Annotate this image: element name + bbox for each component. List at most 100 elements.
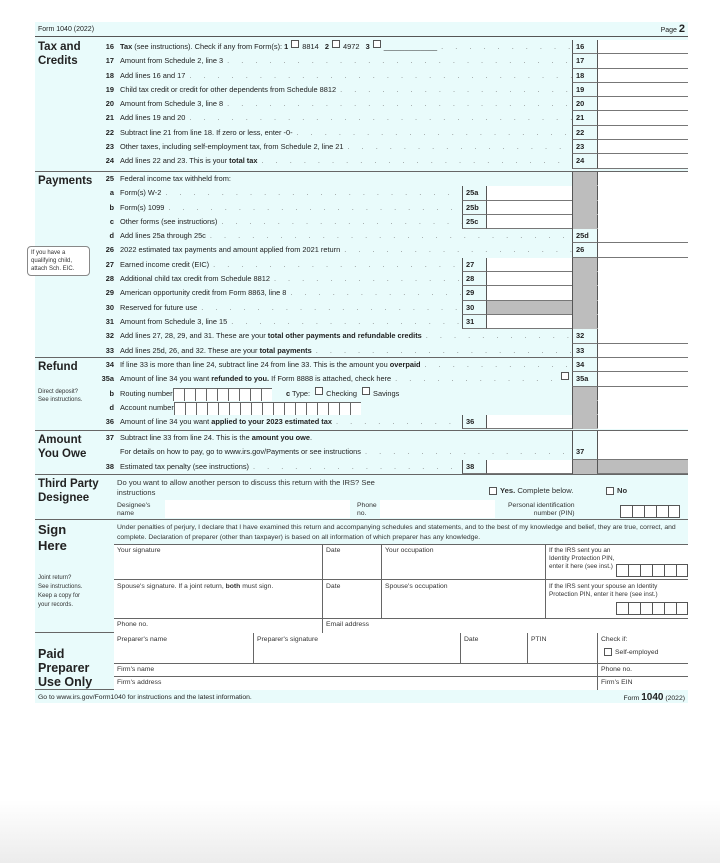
line-35a: 35a Amount of line 34 you want refunded t… [100, 372, 688, 387]
inner-amount-field[interactable] [486, 257, 572, 273]
text: Form(s) 1099 [120, 202, 165, 212]
line-27: 27 Earned income credit (EIC) 27 [100, 257, 688, 273]
text: American opportunity credit from Form 88… [120, 288, 287, 298]
preparer-signature-field[interactable]: Preparer's signature [257, 636, 318, 643]
designee-name-field[interactable] [165, 500, 350, 518]
checkbox[interactable] [372, 40, 381, 48]
line-number: d [109, 231, 114, 241]
no-checkbox[interactable] [606, 487, 614, 495]
amount-field-34[interactable] [597, 358, 688, 373]
firm-ein-field[interactable]: Firm's EIN [601, 679, 633, 686]
dot-leader [332, 415, 462, 429]
line-29: 29 American opportunity credit from Form … [100, 286, 688, 301]
checkbox[interactable] [362, 386, 371, 395]
dot-leader [391, 372, 558, 386]
amount-field-25d[interactable] [597, 229, 688, 244]
amount-field-35a[interactable] [597, 372, 688, 387]
self-employed-checkbox[interactable] [604, 648, 612, 656]
designee-pin-boxes[interactable] [620, 505, 680, 518]
amount-field-18[interactable] [597, 68, 688, 83]
self-employed-option[interactable]: Self-employed [598, 646, 661, 659]
your-signature-field[interactable]: Your signature [117, 547, 161, 554]
spouse-ip-pin-boxes[interactable] [616, 602, 688, 615]
text: Subtract line 33 from line 24. This is t… [120, 433, 252, 442]
text: Estimated tax penalty (see instructions) [120, 462, 249, 471]
amount-field-20[interactable] [597, 97, 688, 112]
text: (see instructions). Check if any from Fo… [132, 42, 285, 51]
text: Add lines 27, 28, 29, and 31. These are … [120, 331, 268, 341]
digit-boxes[interactable] [173, 401, 361, 415]
line-text: Amount from Schedule 3, line 8 [118, 97, 572, 111]
inner-amount-field[interactable] [486, 214, 572, 230]
preparer-name-field[interactable]: Preparer's name [117, 636, 168, 643]
designee-phone-field[interactable] [380, 500, 495, 518]
your-signature-date-field[interactable]: Date [326, 547, 341, 554]
amount-field-24[interactable] [597, 154, 688, 169]
line-number: b [109, 202, 114, 212]
spouse-signature-field[interactable]: Spouse's signature. If a joint return, b… [114, 581, 322, 617]
amount-field-17[interactable] [597, 54, 688, 69]
box-label: 26 [572, 243, 597, 258]
amount-field-26[interactable] [597, 243, 688, 258]
title-line: Amount [38, 434, 82, 446]
inner-amount-field[interactable] [486, 460, 572, 475]
designee-yes-option[interactable]: Yes. Complete below. [483, 485, 576, 497]
text-bold: total payments [259, 345, 312, 355]
box-label: 20 [572, 97, 597, 112]
line-text: Form(s) 1099 [118, 201, 462, 215]
note-line: Direct deposit? [38, 389, 79, 395]
line-text: Add lines 27, 28, 29, and 31. These are … [118, 329, 572, 343]
title-line: Here [38, 538, 67, 553]
designee-no-option[interactable]: No [600, 485, 630, 497]
email-field[interactable]: Email address [326, 621, 370, 628]
line-text: Child tax credit or credit for other dep… [118, 83, 572, 97]
yes-checkbox[interactable] [489, 487, 497, 495]
line-number: 28 [105, 274, 114, 284]
dot-leader [206, 229, 572, 243]
line-text: American opportunity credit from Form 88… [118, 286, 462, 300]
text: must sign. [240, 583, 274, 590]
inner-amount-field[interactable] [486, 286, 572, 301]
digit-boxes[interactable] [172, 387, 272, 401]
inner-amount-field[interactable] [486, 272, 572, 287]
amount-field-16[interactable] [597, 40, 688, 55]
firm-address-field[interactable]: Firm's address [117, 679, 162, 686]
inner-amount-field[interactable] [486, 415, 572, 430]
amount-field-22[interactable] [597, 125, 688, 141]
amount-field-33[interactable] [597, 343, 688, 358]
firm-name-field[interactable]: Firm's name [117, 666, 155, 673]
amount-field-21[interactable] [597, 111, 688, 126]
line-number: 29 [105, 288, 114, 298]
amount-field-23[interactable] [597, 140, 688, 155]
ip-pin-boxes[interactable] [616, 564, 688, 577]
line-number: 34 [105, 360, 114, 369]
checkbox[interactable] [291, 40, 300, 48]
amount-field-32[interactable] [597, 329, 688, 344]
preparer-area [114, 633, 688, 690]
text-bold: Tax [120, 42, 133, 51]
footer-instructions-link[interactable]: Go to www.irs.gov/Form1040 for instructi… [38, 694, 252, 701]
line-text: Form(s) W-2 [118, 186, 462, 200]
eic-note: If you have a qualifying child, attach Sch… [27, 246, 90, 276]
checkbox[interactable] [315, 386, 324, 395]
inner-amount-field[interactable] [486, 314, 572, 330]
box-label: 19 [572, 82, 597, 98]
form-8888-checkbox[interactable] [561, 372, 569, 381]
inner-amount-field[interactable] [486, 200, 572, 215]
amount-field-37[interactable] [597, 431, 688, 460]
preparer-date-field[interactable]: Date [464, 636, 479, 643]
text: 4972 [343, 42, 366, 51]
ptin-field[interactable]: PTIN [531, 636, 547, 643]
phone-field[interactable]: Phone no. [117, 621, 148, 628]
spouse-occupation-field[interactable]: Spouse's occupation [385, 583, 448, 590]
line-rows: 38 Estimated tax penalty (see instruction… [100, 460, 688, 475]
amount-field-19[interactable] [597, 82, 688, 98]
checkbox[interactable] [332, 40, 340, 48]
spouse-signature-date-field[interactable]: Date [326, 583, 341, 590]
line-28: 28 Additional child tax credit from Sched… [100, 272, 688, 287]
preparer-phone-field[interactable]: Phone no. [601, 666, 632, 673]
inner-amount-field[interactable] [486, 186, 572, 201]
section-amount-you-owe: Amount You Owe 37 Subtract line 33 from l… [35, 431, 688, 475]
inner-box-label: 29 [462, 286, 486, 301]
your-occupation-field[interactable]: Your occupation [385, 547, 434, 554]
